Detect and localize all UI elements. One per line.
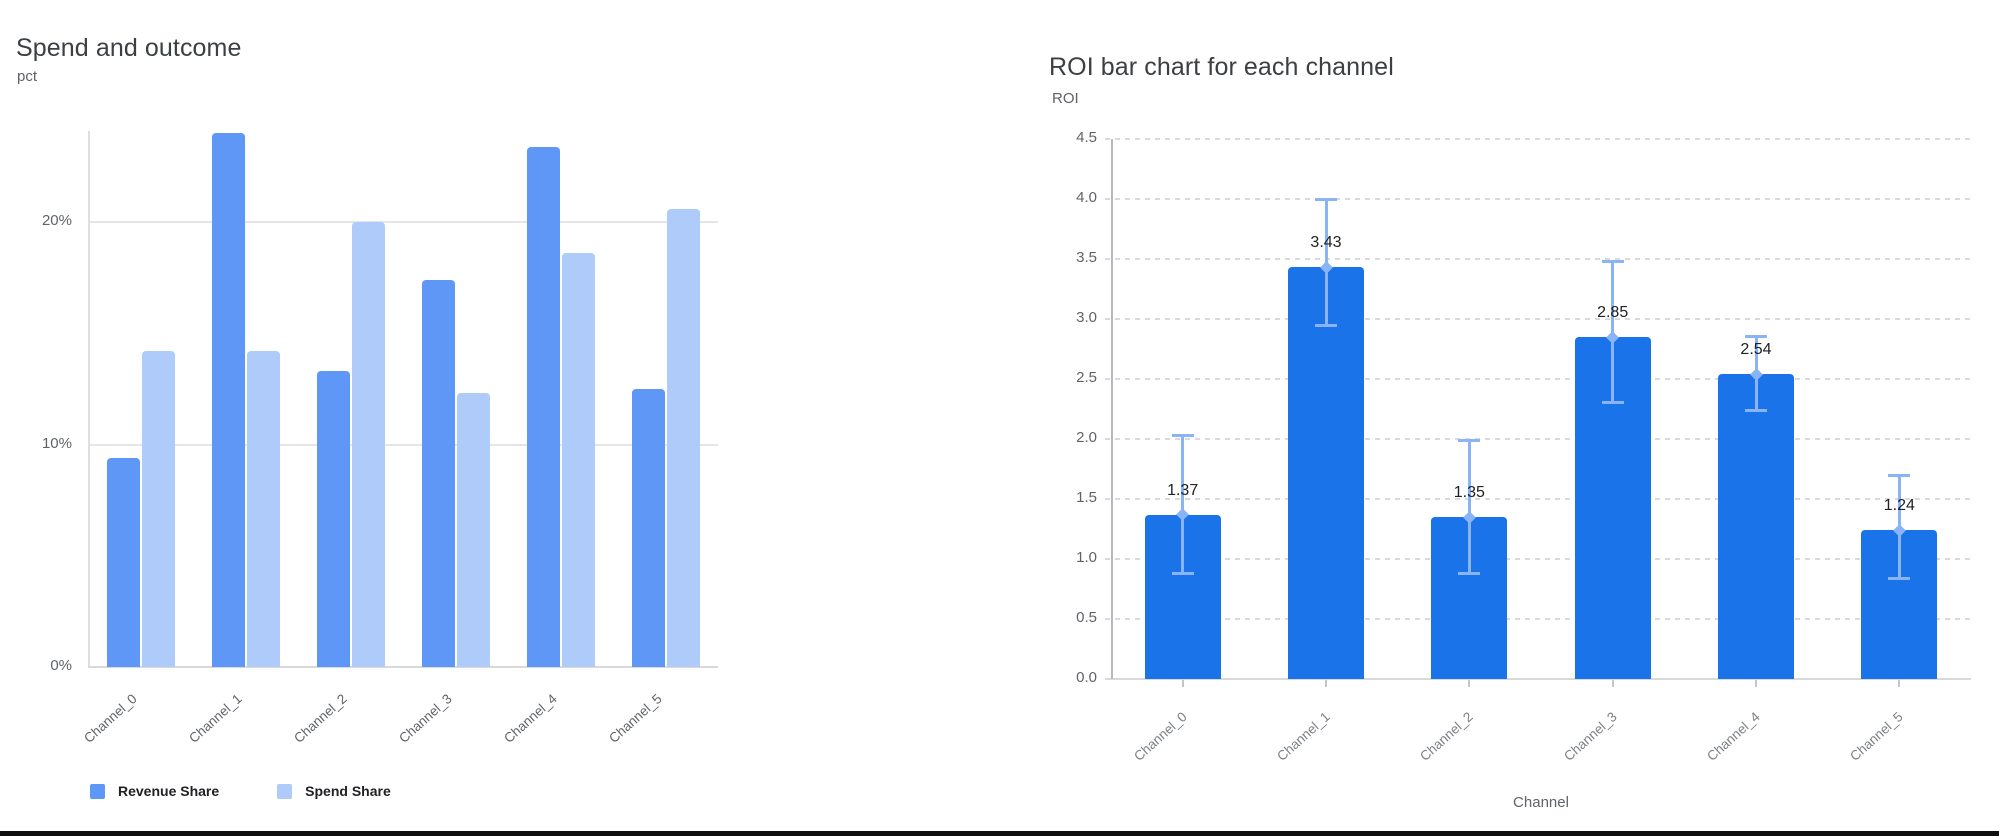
left-chart-title: Spend and outcome [16,33,242,62]
bar-spend-share-channel_2[interactable] [351,222,385,667]
right-gridline-3.5 [1105,258,1971,260]
error-bar-cap-bottom-channel_0 [1171,572,1194,576]
right-gridline-0.0 [1105,678,1971,680]
error-bar-cap-top-channel_3 [1601,260,1624,264]
right-x-tick-label-channel_5: Channel_5 [1847,709,1907,764]
right-x-tick-mark-channel_0 [1181,680,1184,687]
right-x-tick-label-channel_2: Channel_2 [1417,709,1477,764]
error-bar-cap-bottom-channel_1 [1315,324,1337,327]
right-y-tick-label: 3.0 [1076,309,1097,326]
right-x-tick-label-channel_3: Channel_3 [1560,709,1620,764]
right-y-tick-label: 0.0 [1076,669,1097,686]
bar-revenue-share-channel_1[interactable] [211,133,245,667]
bar-spend-share-channel_4[interactable] [561,253,595,667]
right-gridline-1.0 [1105,558,1971,560]
roi-bar-channel_1[interactable] [1288,267,1364,679]
right-x-tick-mark-channel_4 [1755,680,1757,687]
right-y-tick-label: 1.5 [1076,489,1097,506]
roi-bar-channel_4[interactable] [1718,374,1794,679]
right-x-tick-mark-channel_3 [1611,680,1614,687]
error-bar-cap-top-channel_5 [1888,474,1911,477]
left-gridline-10% [88,443,718,446]
right-y-tick-label: 2.5 [1076,369,1097,386]
right-gridline-2.0 [1105,438,1971,440]
legend-swatch-revenue-share [90,783,105,799]
bar-spend-share-channel_1[interactable] [246,351,280,667]
right-y-axis-unit-label: ROI [1052,90,1079,107]
bar-spend-share-channel_0[interactable] [141,351,175,667]
error-bar-cap-top-channel_4 [1745,334,1767,338]
right-gridline-4.0 [1105,198,1971,200]
bottom-divider [0,831,1999,836]
roi-value-label-channel_0: 1.37 [1167,481,1199,499]
legend-item-spend-share[interactable]: Spend Share [277,783,391,799]
right-x-tick-label-channel_0: Channel_0 [1130,709,1190,764]
right-y-tick-label: 0.5 [1076,609,1097,626]
bar-revenue-share-channel_2[interactable] [316,371,350,667]
right-chart-title: ROI bar chart for each channel [1049,52,1394,81]
right-x-tick-mark-channel_5 [1898,680,1901,687]
error-bar-cap-top-channel_1 [1315,198,1337,201]
left-chart-legend: Revenue Share Spend Share [90,783,391,799]
bar-spend-share-channel_5[interactable] [666,208,700,667]
roi-value-label-channel_2: 1.35 [1453,484,1485,501]
right-y-tick-label: 3.5 [1076,249,1097,266]
left-y-tick-label: 10% [41,434,72,452]
right-y-tick-label: 1.0 [1076,549,1097,566]
left-gridline-20% [88,221,718,224]
error-bar-cap-bottom-channel_2 [1458,572,1481,576]
right-x-tick-label-channel_1: Channel_1 [1274,709,1333,764]
left-y-axis-unit-label: pct [17,68,38,85]
left-gridline-0% [88,666,718,668]
right-y-axis-line [1111,139,1113,679]
legend-swatch-spend-share [277,783,293,799]
bar-spend-share-channel_3[interactable] [456,393,490,667]
roi-value-label-channel_5: 1.24 [1883,497,1915,515]
roi-value-label-channel_4: 2.54 [1740,341,1772,359]
right-x-tick-label-channel_4: Channel_4 [1704,709,1763,764]
right-y-tick-label: 4.5 [1076,129,1097,146]
legend-label: Revenue Share [118,783,220,799]
left-y-tick-label: 20% [41,212,72,230]
bar-revenue-share-channel_4[interactable] [526,146,560,667]
left-y-axis-line [88,131,90,667]
bar-revenue-share-channel_5[interactable] [631,388,665,667]
roi-value-label-channel_1: 3.43 [1310,234,1342,252]
right-gridline-0.5 [1105,618,1971,620]
legend-label: Spend Share [305,783,391,799]
right-y-tick-label: 4.0 [1076,189,1097,206]
right-x-axis-title: Channel [1513,794,1569,811]
error-bar-cap-bottom-channel_5 [1888,577,1911,581]
roi-value-label-channel_3: 2.85 [1597,304,1629,321]
error-bar-line-channel_2 [1467,440,1471,574]
legend-item-revenue-share[interactable]: Revenue Share [90,783,219,799]
left-y-tick-label: 0% [50,657,72,674]
right-gridline-2.5 [1105,378,1971,380]
error-bar-cap-bottom-channel_3 [1601,400,1624,404]
error-bar-line-channel_0 [1181,435,1185,574]
bar-revenue-share-channel_3[interactable] [421,280,455,667]
error-bar-cap-top-channel_0 [1171,434,1194,438]
right-gridline-1.5 [1105,498,1971,500]
error-bar-cap-bottom-channel_4 [1745,409,1767,413]
right-gridline-3.0 [1105,318,1971,320]
bar-revenue-share-channel_0[interactable] [106,457,140,667]
error-bar-cap-top-channel_2 [1458,439,1481,443]
right-gridline-4.5 [1105,138,1971,140]
right-x-tick-mark-channel_2 [1468,680,1471,687]
right-x-tick-mark-channel_1 [1325,680,1327,687]
right-y-tick-label: 2.0 [1076,429,1097,446]
